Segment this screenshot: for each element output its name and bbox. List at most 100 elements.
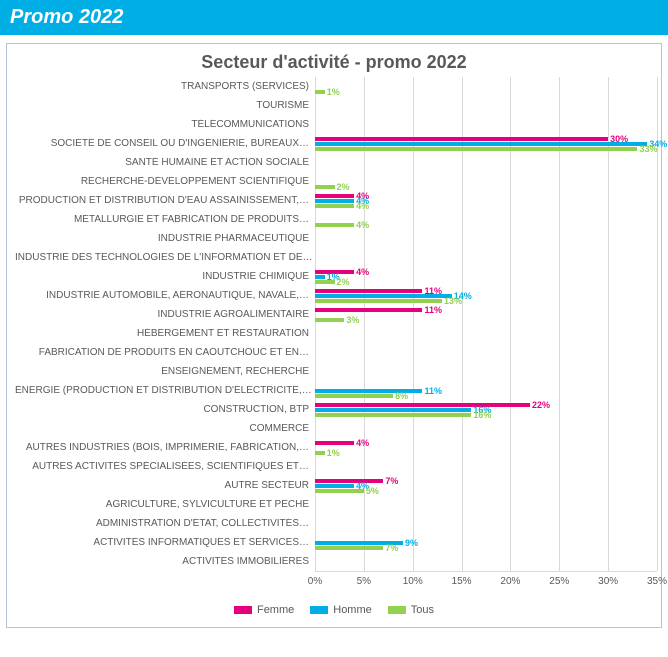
category-row: INDUSTRIE AGROALIMENTAIRE11% 3% <box>15 305 657 324</box>
category-label: ACTIVITÉS IMMOBILIÈRES <box>15 556 315 567</box>
category-label: COMMERCE <box>15 423 315 434</box>
x-tick-label: 15% <box>452 576 472 587</box>
bar: 34% <box>315 142 647 146</box>
bars-cell: 4%1%2% <box>315 267 657 286</box>
category-row: TÉLÉCOMMUNICATIONS <box>15 115 657 134</box>
bar: 11% <box>315 289 422 293</box>
category-label: ACTIVITÉS INFORMATIQUES ET SERVICES… <box>15 537 315 548</box>
bar: 22% <box>315 403 530 407</box>
bars-cell: 9%7% <box>315 533 657 552</box>
bar: 4% <box>315 441 354 445</box>
category-label: INDUSTRIE CHIMIQUE <box>15 271 315 282</box>
category-label: AUTRES INDUSTRIES (BOIS, IMPRIMERIE, FAB… <box>15 442 315 453</box>
category-row: SANTÉ HUMAINE ET ACTION SOCIALE <box>15 153 657 172</box>
bars-cell: 11% 3% <box>315 305 657 324</box>
chart-container: Secteur d'activité - promo 2022 TRANSPOR… <box>6 43 662 628</box>
bars-cell <box>315 552 657 571</box>
category-row: ÉNERGIE (PRODUCTION ET DISTRIBUTION D'ÉL… <box>15 381 657 400</box>
bar: 16% <box>315 408 471 412</box>
bars-cell: 4%4%4% <box>315 191 657 210</box>
category-label: INDUSTRIE AGROALIMENTAIRE <box>15 309 315 320</box>
x-tick-label: 25% <box>549 576 569 587</box>
bar: 2% <box>315 185 335 189</box>
bar-value-label: 8% <box>395 391 408 401</box>
bar: 30% <box>315 137 608 141</box>
bars-cell <box>315 324 657 343</box>
bar: 7% <box>315 479 383 483</box>
bar: 11% <box>315 308 422 312</box>
bar-value-label: 1% <box>327 448 340 458</box>
bar: 2% <box>315 280 335 284</box>
bar: 1% <box>315 451 325 455</box>
category-label: AUTRE SECTEUR <box>15 480 315 491</box>
bars-cell: 4% 1% <box>315 438 657 457</box>
bar: 4% <box>315 194 354 198</box>
category-label: AGRICULTURE, SYLVICULTURE ET PÊCHE <box>15 499 315 510</box>
bar: 4% <box>315 199 354 203</box>
bar-value-label: 7% <box>385 543 398 553</box>
bar: 13% <box>315 299 442 303</box>
header-title: Promo 2022 <box>10 6 123 28</box>
x-tick-label: 20% <box>500 576 520 587</box>
bar-value-label: 13% <box>444 296 462 306</box>
category-row: ACTIVITÉS INFORMATIQUES ET SERVICES…9%7% <box>15 533 657 552</box>
category-label: ÉNERGIE (PRODUCTION ET DISTRIBUTION D'ÉL… <box>15 385 315 396</box>
bar-value-label: 22% <box>532 400 550 410</box>
x-tick-label: 35% <box>647 576 667 587</box>
bar: 16% <box>315 413 471 417</box>
bar-value-label: 16% <box>473 410 491 420</box>
bars-cell <box>315 115 657 134</box>
bar-value-label: 3% <box>346 315 359 325</box>
category-label: HÉBERGEMENT ET RESTAURATION <box>15 328 315 339</box>
legend-swatch <box>310 606 328 614</box>
bars-cell: 2% <box>315 172 657 191</box>
category-label: CONSTRUCTION, BTP <box>15 404 315 415</box>
legend-item: Femme <box>234 604 294 616</box>
category-row: MÉTALLURGIE ET FABRICATION DE PRODUITS…4… <box>15 210 657 229</box>
bar-value-label: 2% <box>337 182 350 192</box>
category-label: TRANSPORTS (SERVICES) <box>15 81 315 92</box>
bar-value-label: 5% <box>366 486 379 496</box>
bar-value-label: 4% <box>356 220 369 230</box>
plot-area: TRANSPORTS (SERVICES)1%TOURISMETÉLÉCOMMU… <box>15 77 657 593</box>
bars-cell <box>315 96 657 115</box>
bars-cell: 7%4%5% <box>315 476 657 495</box>
bar: 14% <box>315 294 452 298</box>
legend-swatch <box>234 606 252 614</box>
category-row: COMMERCE <box>15 419 657 438</box>
category-label: ADMINISTRATION D'ÉTAT, COLLECTIVITÉS… <box>15 518 315 529</box>
bars-cell <box>315 457 657 476</box>
x-tick-label: 0% <box>308 576 322 587</box>
legend-item: Homme <box>310 604 372 616</box>
bars-cell: 4% <box>315 210 657 229</box>
bars-cell <box>315 343 657 362</box>
bars-cell <box>315 514 657 533</box>
bar-value-label: 4% <box>356 201 369 211</box>
category-label: SOCIÉTÉ DE CONSEIL OU D'INGÉNIERIE, BURE… <box>15 138 315 149</box>
category-row: FABRICATION DE PRODUITS EN CAOUTCHOUC ET… <box>15 343 657 362</box>
category-row: PRODUCTION ET DISTRIBUTION D'EAU ASSAINI… <box>15 191 657 210</box>
legend-label: Femme <box>257 604 294 616</box>
category-row: AGRICULTURE, SYLVICULTURE ET PÊCHE <box>15 495 657 514</box>
bars-cell <box>315 153 657 172</box>
category-row: ENSEIGNEMENT, RECHERCHE <box>15 362 657 381</box>
category-row: AUTRES INDUSTRIES (BOIS, IMPRIMERIE, FAB… <box>15 438 657 457</box>
bar-value-label: 2% <box>337 277 350 287</box>
category-label: FABRICATION DE PRODUITS EN CAOUTCHOUC ET… <box>15 347 315 358</box>
bar: 7% <box>315 546 383 550</box>
category-row: ACTIVITÉS IMMOBILIÈRES <box>15 552 657 571</box>
bar: 4% <box>315 223 354 227</box>
x-tick-label: 10% <box>403 576 423 587</box>
bar: 8% <box>315 394 393 398</box>
legend-label: Tous <box>411 604 434 616</box>
category-label: INDUSTRIE PHARMACEUTIQUE <box>15 233 315 244</box>
page-header: Promo 2022 <box>0 0 668 35</box>
category-row: INDUSTRIE PHARMACEUTIQUE <box>15 229 657 248</box>
category-row: INDUSTRIE CHIMIQUE4%1%2% <box>15 267 657 286</box>
category-label: ENSEIGNEMENT, RECHERCHE <box>15 366 315 377</box>
category-row: HÉBERGEMENT ET RESTAURATION <box>15 324 657 343</box>
bar: 1% <box>315 275 325 279</box>
chart-title: Secteur d'activité - promo 2022 <box>11 52 657 73</box>
category-row: SOCIÉTÉ DE CONSEIL OU D'INGÉNIERIE, BURE… <box>15 134 657 153</box>
chart-rows: TRANSPORTS (SERVICES)1%TOURISMETÉLÉCOMMU… <box>15 77 657 571</box>
